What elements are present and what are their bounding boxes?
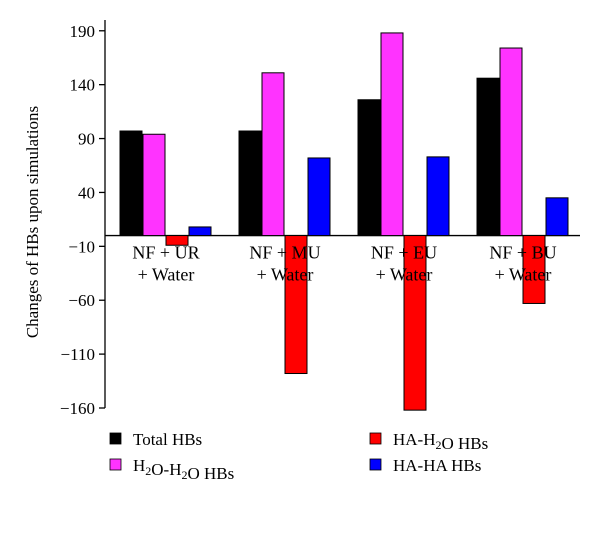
y-tick-label: 40 — [78, 183, 95, 202]
y-tick-label: 190 — [70, 22, 96, 41]
bar — [307, 157, 331, 237]
category-label: NF + MU — [249, 243, 320, 263]
category-label: + Water — [138, 265, 195, 285]
legend-swatch — [369, 432, 382, 445]
bar — [403, 235, 427, 411]
bar — [119, 130, 143, 237]
y-tick-label: 90 — [78, 130, 95, 149]
category-label: NF + BU — [489, 243, 556, 263]
bar — [476, 77, 500, 237]
legend-label: HA-HA HBs — [393, 456, 481, 475]
y-tick-label: −160 — [60, 399, 95, 418]
bar — [357, 99, 381, 237]
bar — [238, 130, 262, 237]
bar — [426, 156, 450, 237]
legend-label: HA-H2O HBs — [393, 430, 488, 453]
legend-label: Total HBs — [133, 430, 202, 449]
y-tick-label: −110 — [61, 345, 95, 364]
category-label: NF + EU — [371, 243, 437, 263]
bar — [380, 32, 404, 237]
bar — [188, 226, 212, 237]
category-label: + Water — [376, 265, 433, 285]
y-tick-label: 140 — [70, 76, 96, 95]
category-label: NF + UR — [132, 243, 199, 263]
y-axis-label: Changes of HBs upon simulations — [23, 106, 42, 338]
legend-swatch — [109, 458, 122, 471]
legend-swatch — [369, 458, 382, 471]
bar — [142, 133, 166, 237]
bar — [499, 47, 523, 237]
legend-swatch — [109, 432, 122, 445]
category-label: + Water — [257, 265, 314, 285]
legend-label: H2O-H2O HBs — [133, 456, 234, 483]
bar — [284, 235, 308, 375]
y-tick-label: −60 — [68, 291, 95, 310]
y-tick-label: −10 — [68, 237, 95, 256]
legend: Total HBs H2O-H2O HBs HA-H2O HBs HA-HA HBs — [109, 430, 488, 483]
category-label: + Water — [495, 265, 552, 285]
plot-area: 190 140 90 40 −10 −60 −110 −160 Changes of HBs u… — [23, 20, 580, 418]
bar — [261, 72, 285, 237]
bar — [522, 235, 546, 304]
bar — [545, 197, 569, 237]
bar — [165, 235, 189, 246]
